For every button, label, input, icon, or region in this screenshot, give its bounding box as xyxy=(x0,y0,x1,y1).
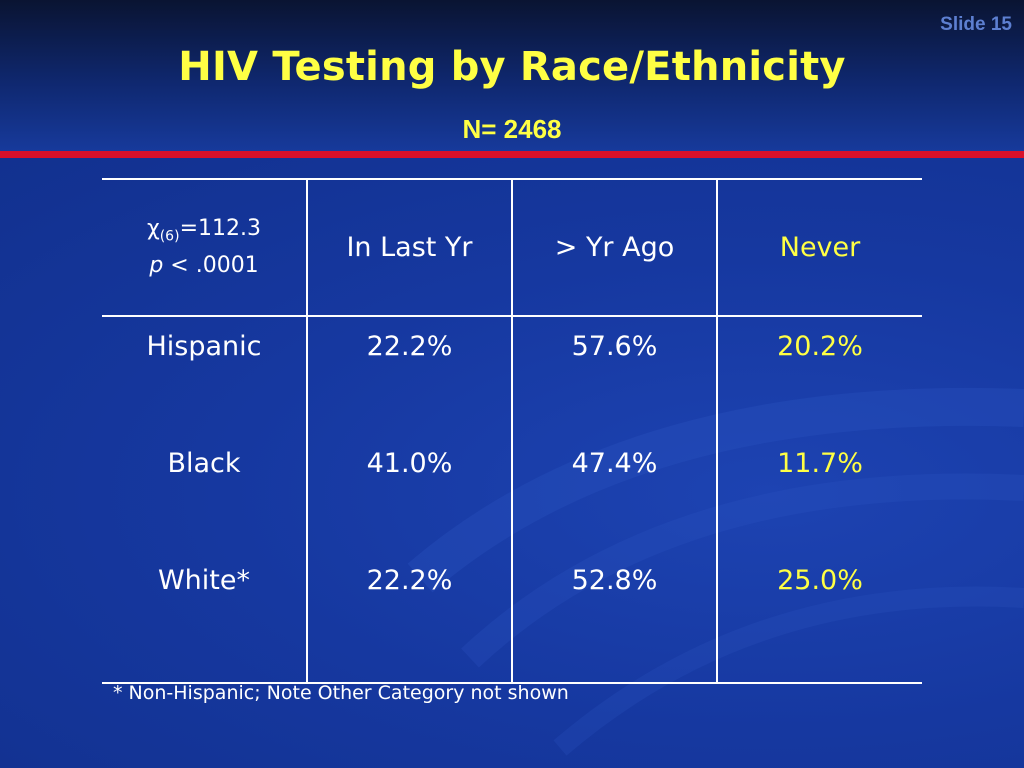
slide-subtitle: N= 2468 xyxy=(462,114,562,144)
table-cell-never: 25.0% xyxy=(716,565,922,684)
column-header-in-last-yr: In Last Yr xyxy=(306,178,512,317)
footnote: * Non-Hispanic; Note Other Category not … xyxy=(113,682,569,704)
results-table: χ(6)=112.3 p < .0001 In Last Yr > Yr Ago… xyxy=(102,178,922,684)
table-cell-never: 11.7% xyxy=(716,448,922,565)
chi-square-stat-cell: χ(6)=112.3 p < .0001 xyxy=(102,178,307,317)
slide-title: HIV Testing by Race/Ethnicity xyxy=(178,44,846,90)
p-symbol: p xyxy=(149,253,164,279)
table-cell: 47.4% xyxy=(511,448,717,565)
table-cell: 41.0% xyxy=(306,448,512,565)
table-cell: 57.6% xyxy=(511,316,717,448)
table-row: Hispanic 22.2% 57.6% 20.2% xyxy=(102,316,922,448)
chi-symbol: χ xyxy=(147,215,160,241)
column-header-never: Never xyxy=(716,178,922,317)
table-cell: 22.2% xyxy=(306,316,512,448)
table-cell: 52.8% xyxy=(511,565,717,684)
slide-number: Slide 15 xyxy=(940,14,1012,35)
table-row: Black 41.0% 47.4% 11.7% xyxy=(102,448,922,565)
header-band xyxy=(0,0,1024,152)
row-label: White* xyxy=(102,565,307,684)
column-header-yr-ago: > Yr Ago xyxy=(511,178,717,317)
table-cell: 22.2% xyxy=(306,565,512,684)
title-divider xyxy=(0,151,1024,158)
table-header-row: χ(6)=112.3 p < .0001 In Last Yr > Yr Ago… xyxy=(102,178,922,317)
table-cell-never: 20.2% xyxy=(716,316,922,448)
p-value-line: p < .0001 xyxy=(102,251,306,281)
row-label: Black xyxy=(167,448,241,479)
chi-square-line: χ(6)=112.3 xyxy=(102,214,306,251)
chi-square-value: =112.3 xyxy=(179,215,261,241)
p-value: < .0001 xyxy=(163,253,259,279)
degrees-of-freedom: (6) xyxy=(159,228,180,245)
row-label: Hispanic xyxy=(146,331,262,362)
table-row: White* 22.2% 52.8% 25.0% xyxy=(102,565,922,684)
